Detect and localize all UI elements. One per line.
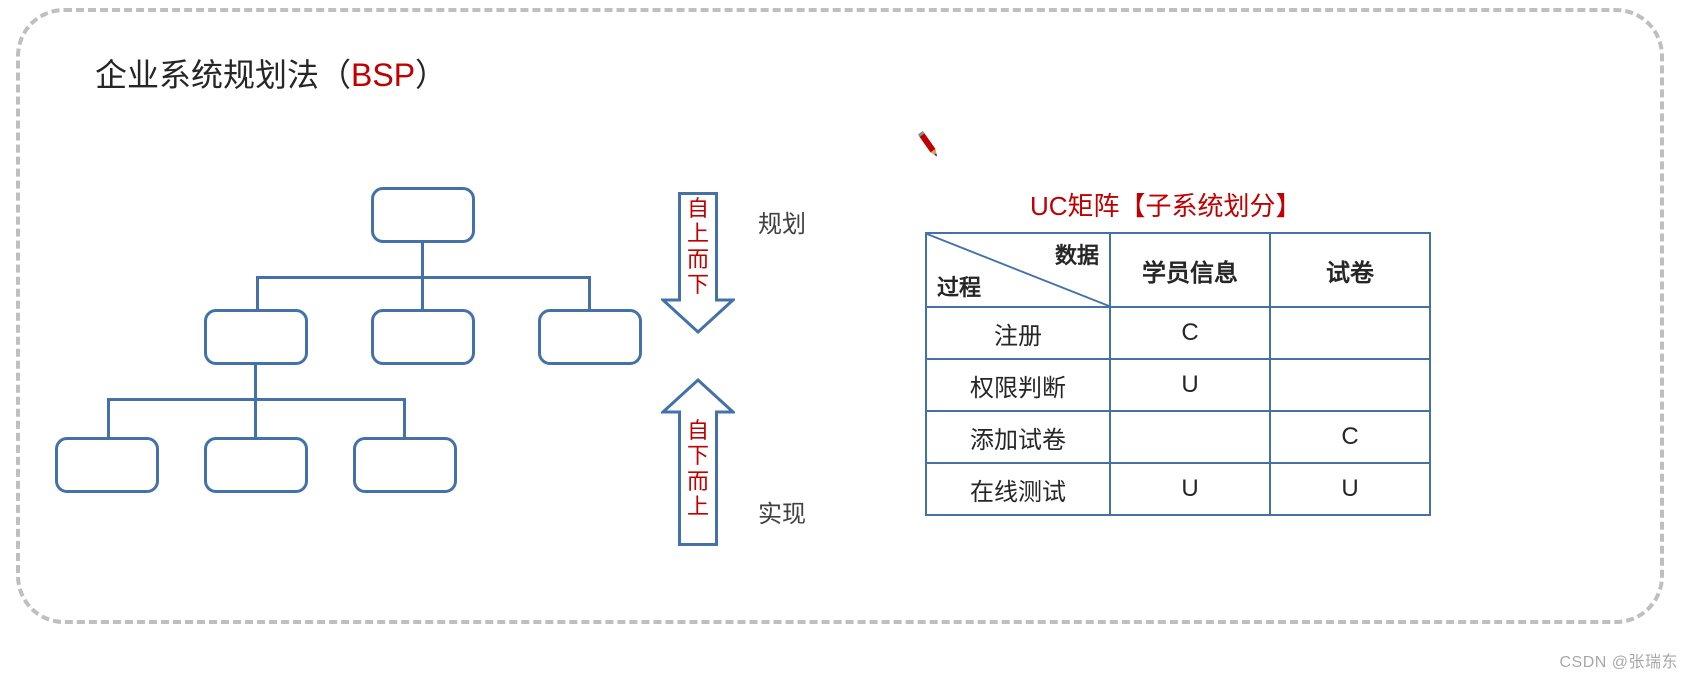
table-row: 在线测试UU (926, 463, 1430, 515)
tree-node (353, 437, 457, 493)
tree-connector (403, 398, 406, 437)
uc-diag-header: 数据过程 (926, 233, 1110, 307)
up-arrow-label: 实现 (758, 494, 806, 529)
uc-cell: C (1110, 307, 1270, 359)
uc-proc-cell: 添加试卷 (926, 411, 1110, 463)
uc-proc-cell: 权限判断 (926, 359, 1110, 411)
tree-connector (588, 276, 591, 309)
uc-cell: U (1270, 463, 1430, 515)
watermark: CSDN @张瑞东 (1559, 648, 1678, 672)
uc-cell: U (1110, 463, 1270, 515)
tree-connector (421, 276, 424, 309)
uc-proc-cell: 在线测试 (926, 463, 1110, 515)
tree-node (371, 309, 475, 365)
down-arrow-head (661, 298, 735, 336)
tree-connector (254, 398, 257, 437)
down-arrow-label: 规划 (758, 204, 806, 239)
uc-cell (1110, 411, 1270, 463)
down-arrow-text: 自上而下 (687, 196, 709, 297)
table-row: 注册C (926, 307, 1430, 359)
table-row: 权限判断U (926, 359, 1430, 411)
tree-node (204, 309, 308, 365)
uc-header-proc: 过程 (937, 270, 981, 302)
tree-connector (421, 243, 424, 279)
uc-cell (1270, 307, 1430, 359)
table-row: 添加试卷 C (926, 411, 1430, 463)
uc-cell: C (1270, 411, 1430, 463)
uc-cell: U (1110, 359, 1270, 411)
up-arrow-head (661, 378, 735, 416)
title-prefix: 企业系统规划法（ (95, 57, 351, 93)
up-arrow-text: 自下而上 (687, 418, 709, 519)
uc-col-header: 试卷 (1270, 233, 1430, 307)
page-title: 企业系统规划法（BSP） (95, 50, 447, 96)
uc-proc-cell: 注册 (926, 307, 1110, 359)
title-suffix: ） (415, 57, 447, 93)
tree-node (204, 437, 308, 493)
tree-connector (256, 276, 259, 309)
tree-node (538, 309, 642, 365)
tree-connector (254, 365, 257, 401)
uc-cell (1270, 359, 1430, 411)
tree-node (371, 187, 475, 243)
pencil-icon (912, 128, 946, 162)
title-accent: BSP (351, 57, 415, 93)
tree-connector (107, 398, 110, 437)
uc-matrix-title: UC矩阵【子系统划分】 (1030, 186, 1302, 223)
uc-col-header: 学员信息 (1110, 233, 1270, 307)
uc-header-data: 数据 (1055, 238, 1099, 270)
uc-matrix-table: 数据过程学员信息试卷注册C权限判断U添加试卷C在线测试UU (925, 232, 1431, 516)
tree-node (55, 437, 159, 493)
